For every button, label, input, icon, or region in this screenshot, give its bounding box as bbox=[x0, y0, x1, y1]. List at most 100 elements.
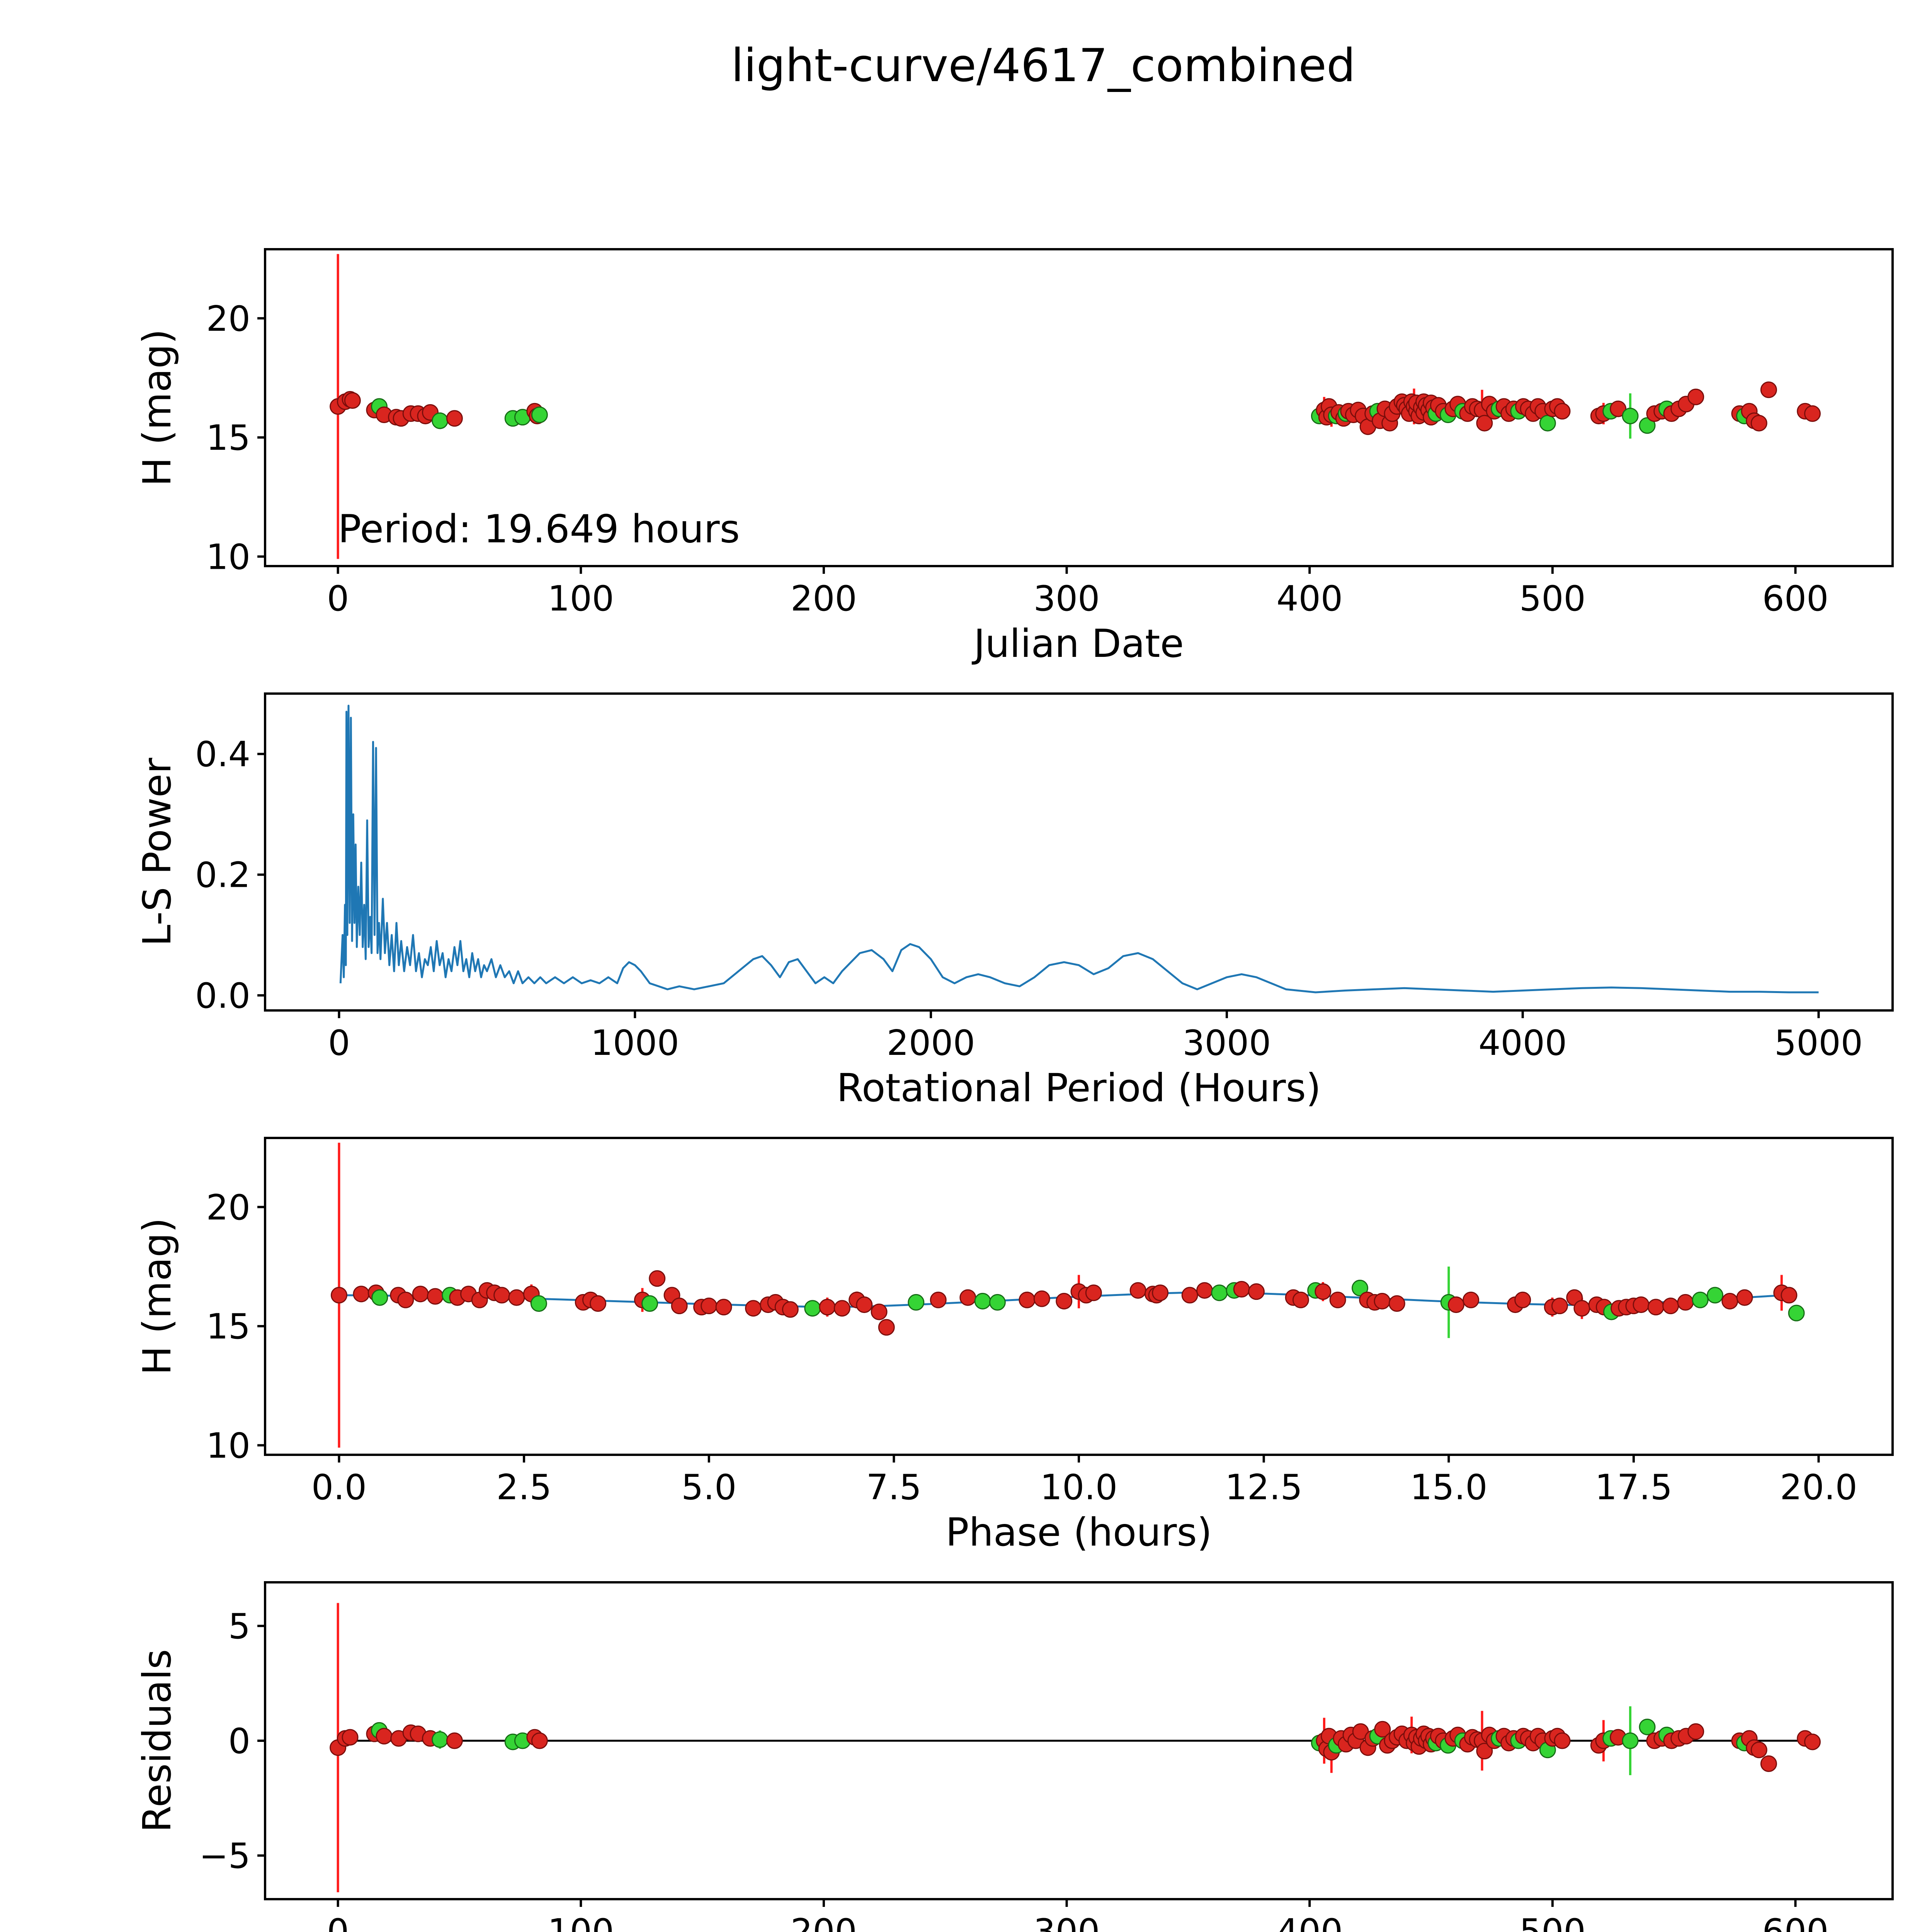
y-tick-label: 20 bbox=[206, 1187, 250, 1228]
data-point bbox=[1374, 1293, 1391, 1310]
data-point bbox=[1056, 1293, 1073, 1310]
data-point bbox=[1374, 1721, 1391, 1738]
data-point bbox=[1760, 1755, 1777, 1772]
data-point bbox=[1554, 1732, 1571, 1749]
y-axis-label: H (mag) bbox=[134, 1218, 180, 1375]
lightcurve-plot-canvas: Period: 19.649 hours 0 100 200 300 400 500 600 1… bbox=[134, 248, 1894, 666]
data-point bbox=[745, 1300, 762, 1317]
data-point bbox=[1692, 1291, 1709, 1308]
subplot-periodogram: 0 1000 2000 3000 4000 5000 0.0 0.2 0.4 Rotational… bbox=[0, 684, 1932, 1128]
x-tick-label: 500 bbox=[1519, 1912, 1586, 1932]
data-point bbox=[530, 1295, 547, 1312]
data-point bbox=[344, 392, 361, 409]
data-point bbox=[1315, 1283, 1332, 1300]
data-point bbox=[1721, 1293, 1738, 1310]
data-point bbox=[353, 1286, 370, 1303]
data-point bbox=[1019, 1291, 1036, 1308]
data-point bbox=[1750, 1742, 1767, 1759]
data-point bbox=[701, 1298, 718, 1315]
data-point bbox=[1750, 415, 1767, 432]
x-tick-label: 600 bbox=[1762, 578, 1829, 619]
plot-area bbox=[330, 254, 1821, 559]
figure-title: light-curve/4617_combined bbox=[731, 39, 1355, 92]
y-tick-label: 5 bbox=[228, 1606, 250, 1647]
data-point bbox=[371, 1289, 388, 1306]
x-tick-label: 100 bbox=[548, 1912, 614, 1932]
data-point bbox=[1687, 1723, 1704, 1740]
y-tick-label: 0.2 bbox=[195, 855, 250, 896]
x-tick-label: 7.5 bbox=[866, 1467, 922, 1508]
data-point bbox=[1551, 1298, 1568, 1315]
phase-plot-canvas: 0.0 2.5 5.0 7.5 10.0 12.5 15.0 17.5 20.0 10 15 20 Ph… bbox=[134, 1137, 1894, 1555]
x-tick-label: 2000 bbox=[887, 1023, 975, 1063]
plot-area bbox=[330, 1143, 1805, 1448]
x-tick-label: 17.5 bbox=[1595, 1467, 1672, 1508]
data-point bbox=[1622, 1732, 1639, 1749]
data-point bbox=[590, 1295, 607, 1312]
y-tick-label: 0.4 bbox=[195, 734, 250, 775]
data-point bbox=[908, 1294, 925, 1311]
data-point bbox=[1514, 1291, 1531, 1308]
periodogram-line bbox=[339, 704, 1819, 993]
periodogram-plot-canvas: 0 1000 2000 3000 4000 5000 0.0 0.2 0.4 Rotational… bbox=[134, 692, 1894, 1111]
data-point bbox=[782, 1301, 799, 1318]
data-point bbox=[974, 1293, 991, 1310]
data-point bbox=[1677, 1294, 1694, 1311]
x-tick-label: 3000 bbox=[1182, 1023, 1271, 1063]
data-point bbox=[1804, 1733, 1821, 1750]
x-tick-label: 4000 bbox=[1478, 1023, 1567, 1063]
data-point bbox=[446, 1732, 463, 1749]
data-point bbox=[1476, 1743, 1493, 1760]
data-point bbox=[959, 1289, 976, 1306]
data-point bbox=[1033, 1290, 1050, 1307]
data-point bbox=[493, 1287, 510, 1304]
x-tick-label: 1000 bbox=[591, 1023, 679, 1063]
data-point bbox=[1476, 415, 1493, 432]
y-tick-label: 20 bbox=[206, 299, 250, 339]
y-tick-label: 0 bbox=[228, 1721, 250, 1762]
data-point bbox=[1196, 1282, 1213, 1299]
data-point bbox=[930, 1291, 947, 1308]
x-tick-label: 300 bbox=[1034, 1912, 1100, 1932]
data-point bbox=[833, 1300, 850, 1317]
data-point bbox=[432, 1731, 449, 1748]
y-axis-label: H (mag) bbox=[134, 329, 180, 486]
data-point bbox=[1463, 1291, 1480, 1308]
y-tick-label: 10 bbox=[206, 537, 250, 577]
data-point bbox=[1736, 1289, 1753, 1306]
data-point bbox=[1554, 403, 1571, 420]
y-axis-label: Residuals bbox=[134, 1649, 180, 1832]
data-point bbox=[871, 1303, 888, 1320]
y-tick-label: −5 bbox=[199, 1836, 250, 1876]
plot-area bbox=[339, 704, 1819, 993]
x-tick-label: 0 bbox=[327, 1912, 349, 1932]
data-point bbox=[1633, 1296, 1650, 1313]
data-point bbox=[641, 1295, 658, 1312]
data-point bbox=[412, 1286, 429, 1303]
period-annotation: Period: 19.649 hours bbox=[338, 506, 740, 551]
x-tick-label: 500 bbox=[1519, 578, 1586, 619]
x-tick-label: 600 bbox=[1762, 1912, 1829, 1932]
x-tick-label: 5.0 bbox=[681, 1467, 736, 1508]
x-tick-label: 0.0 bbox=[311, 1467, 367, 1508]
x-axis-label: Phase (hours) bbox=[946, 1510, 1212, 1555]
data-point bbox=[878, 1319, 895, 1336]
data-point bbox=[1781, 1287, 1798, 1304]
data-point bbox=[1788, 1304, 1805, 1321]
data-point bbox=[1639, 417, 1656, 434]
data-point bbox=[376, 1728, 393, 1745]
x-tick-label: 2.5 bbox=[497, 1467, 552, 1508]
x-tick-label: 300 bbox=[1034, 578, 1100, 619]
data-point bbox=[649, 1270, 666, 1287]
data-point bbox=[446, 410, 463, 427]
data-point bbox=[1760, 381, 1777, 398]
plot-area bbox=[330, 1603, 1821, 1893]
data-point bbox=[427, 1288, 444, 1305]
x-tick-label: 0 bbox=[327, 578, 349, 619]
data-point bbox=[432, 412, 449, 429]
x-tick-label: 400 bbox=[1276, 1912, 1343, 1932]
plot-frame bbox=[264, 692, 1894, 1012]
